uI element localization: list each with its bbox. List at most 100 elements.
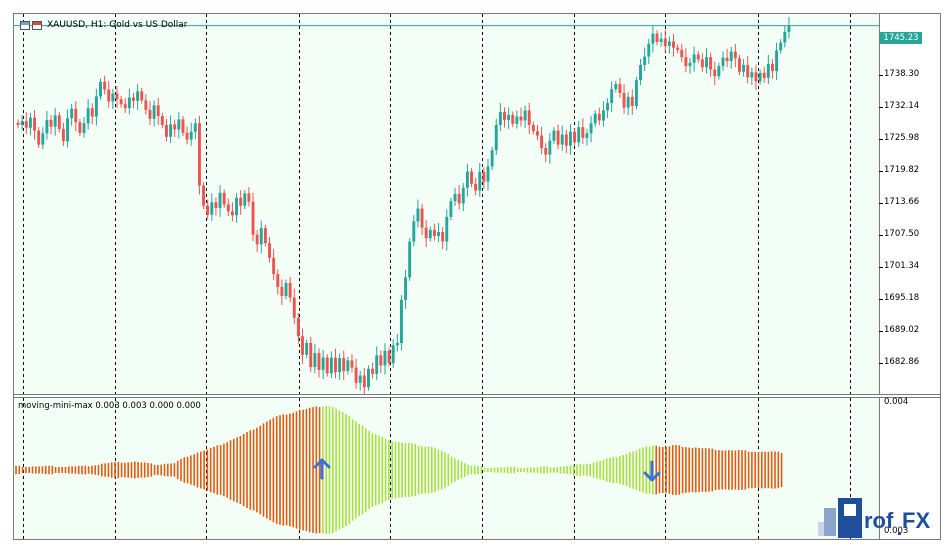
candlestick-chart[interactable]: [14, 14, 879, 394]
candle-body: [173, 124, 177, 130]
candle-body: [321, 357, 325, 370]
symbol-title: XAUUSD, H1: Gold vs US Dollar: [47, 20, 188, 30]
candle-body: [643, 56, 647, 66]
candle-body: [754, 72, 758, 82]
candle-body: [507, 114, 511, 120]
candle-body: [230, 211, 234, 216]
candle-body: [317, 353, 321, 370]
candle-body: [165, 124, 168, 137]
price-chart-pane[interactable]: [14, 14, 879, 394]
candle-body: [634, 80, 638, 106]
candle-body: [437, 232, 441, 236]
candle-body: [28, 117, 32, 128]
candle-body: [391, 345, 395, 364]
candle-body: [305, 342, 309, 355]
candle-body: [684, 57, 688, 67]
candle-body: [346, 360, 350, 372]
candle-body: [20, 121, 24, 125]
candle-body: [659, 38, 663, 43]
candle-body: [169, 124, 173, 137]
candle-body: [676, 47, 680, 50]
indicator-pane[interactable]: [14, 398, 879, 539]
candle-body: [573, 131, 577, 143]
axis-tick: [879, 75, 883, 76]
price-axis[interactable]: [879, 14, 940, 394]
svg-text:rof: rof: [864, 508, 894, 533]
candle-body: [770, 63, 774, 72]
candle-body: [350, 360, 354, 368]
price-axis-label: 1707.50: [884, 229, 920, 239]
candle-body: [313, 353, 317, 368]
candle-body: [540, 135, 544, 148]
candle-body: [606, 103, 610, 111]
candle-body: [399, 299, 403, 343]
candle-body: [589, 123, 593, 134]
candle-body: [387, 350, 391, 364]
candle-body: [750, 72, 754, 78]
price-axis-label: 1738.30: [884, 69, 920, 79]
candle-body: [511, 114, 515, 124]
candle-body: [148, 109, 152, 119]
chart-title: XAUUSD, H1: Gold vs US Dollar: [20, 18, 188, 32]
axis-tick: [879, 139, 883, 140]
candle-body: [132, 97, 135, 101]
candle-body: [136, 91, 140, 101]
candle-body: [428, 229, 432, 239]
candle-body: [334, 357, 337, 373]
candle-body: [482, 172, 486, 182]
candle-body: [259, 228, 263, 245]
candle-body: [404, 277, 408, 300]
axis-tick: [879, 203, 883, 204]
pane-separator[interactable]: [14, 394, 940, 398]
indicator-axis-top-label: 0.004: [884, 397, 909, 407]
axis-tick: [879, 331, 883, 332]
svg-text:FX: FX: [902, 508, 930, 533]
price-axis-label: 1725.98: [884, 133, 920, 143]
candle-body: [103, 81, 107, 90]
candle-body: [729, 51, 733, 62]
candle-body: [90, 108, 94, 117]
candle-body: [486, 166, 490, 182]
candle-body: [210, 202, 214, 215]
candle-body: [243, 193, 247, 206]
price-axis-label: 1713.66: [884, 197, 920, 207]
candle-body: [552, 130, 556, 141]
candle-body: [354, 367, 358, 383]
candle-body: [519, 116, 523, 121]
candle-body: [564, 134, 568, 146]
candle-body: [556, 130, 560, 145]
candle-body: [86, 108, 90, 124]
candle-body: [709, 57, 713, 70]
indicator-axis[interactable]: [879, 398, 940, 539]
candle-body: [746, 65, 750, 78]
candle-body: [123, 104, 127, 109]
candle-body: [527, 110, 531, 125]
candle-body: [651, 33, 655, 44]
candle-body: [235, 197, 239, 216]
candle-body: [416, 208, 420, 222]
price-axis-label: 1689.02: [884, 325, 920, 335]
candle-body: [53, 115, 57, 127]
price-axis-label: 1701.34: [884, 261, 920, 271]
candle-body: [680, 49, 684, 58]
candle-body: [610, 89, 614, 104]
candle-body: [478, 172, 482, 191]
axis-tick: [879, 299, 883, 300]
candle-body: [78, 122, 82, 133]
candle-body: [185, 132, 189, 140]
candle-body: [45, 119, 49, 134]
candle-body: [585, 133, 589, 138]
chart-window-icon: [20, 20, 30, 30]
candle-body: [37, 130, 41, 145]
axis-tick: [879, 235, 883, 236]
candle-body: [107, 89, 111, 102]
candle-body: [783, 31, 787, 43]
candle-body: [593, 113, 597, 124]
candle-body: [218, 192, 222, 208]
candle-body: [247, 193, 251, 202]
candle-body: [779, 42, 783, 51]
candle-body: [461, 187, 465, 204]
candle-body: [206, 205, 210, 215]
candle-body: [465, 171, 469, 188]
candle-body: [663, 38, 667, 46]
